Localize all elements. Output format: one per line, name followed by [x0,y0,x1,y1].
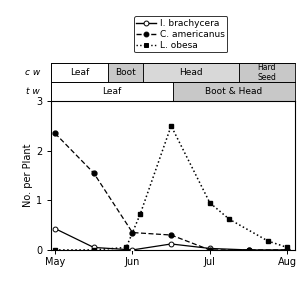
Bar [108,63,143,82]
Text: t w: t w [26,87,40,96]
Text: Hard
Seed: Hard Seed [257,63,276,82]
Text: Leaf: Leaf [70,68,89,77]
Bar [51,82,173,101]
Bar [173,82,295,101]
Text: Head: Head [179,68,203,77]
Legend: I. brachycera, C. americanus, L. obesa: I. brachycera, C. americanus, L. obesa [134,16,228,53]
Bar [143,63,239,82]
Text: Leaf: Leaf [103,87,122,96]
Text: Boot & Head: Boot & Head [205,87,263,96]
Text: c w: c w [25,68,40,77]
Bar [51,63,108,82]
Y-axis label: No. per Plant: No. per Plant [23,144,33,207]
Bar [239,63,295,82]
Text: Boot: Boot [115,68,136,77]
